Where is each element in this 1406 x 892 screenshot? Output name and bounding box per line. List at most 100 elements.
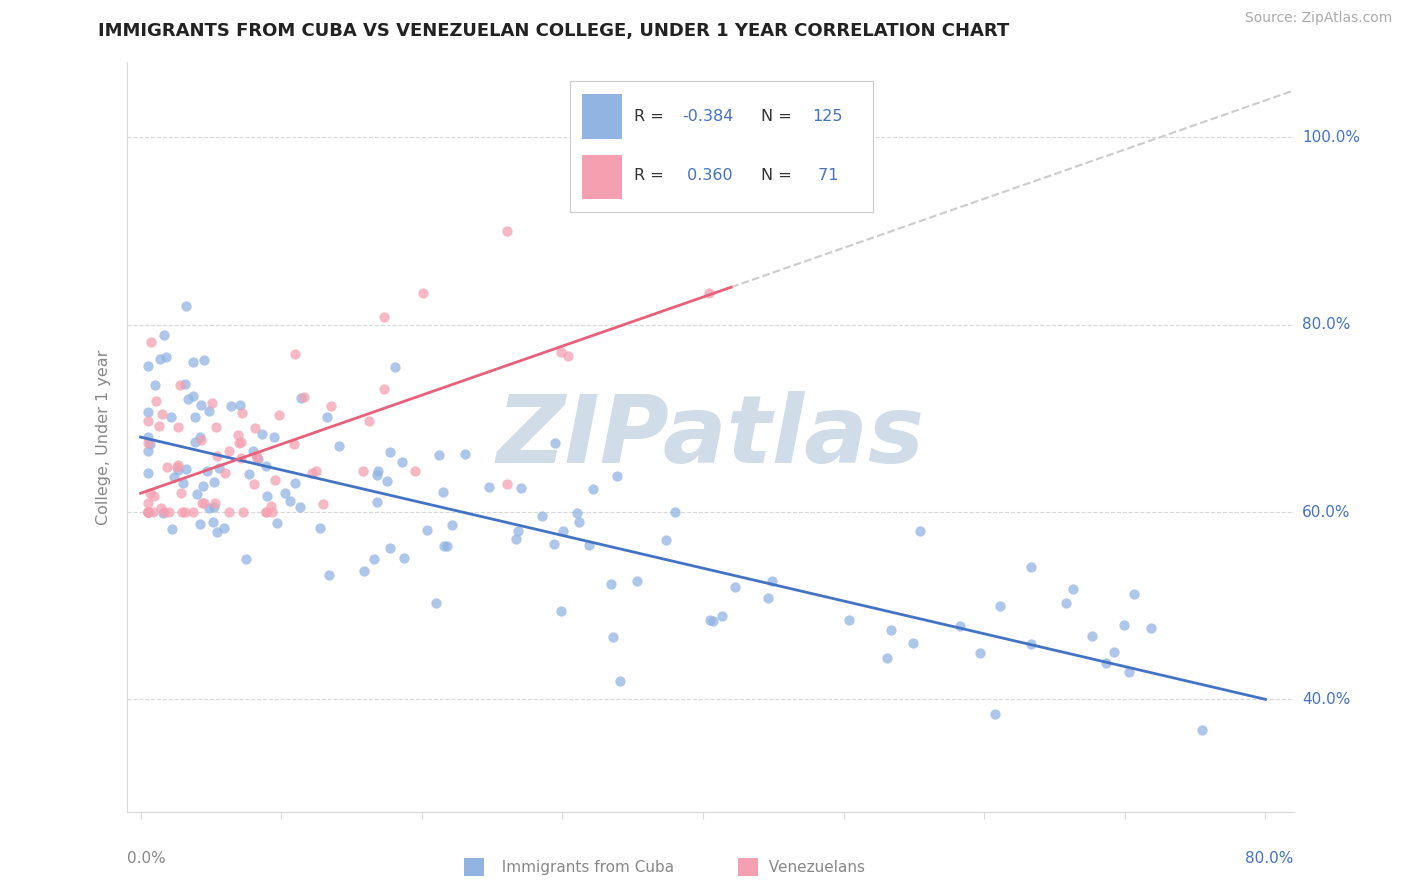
Point xyxy=(195,464,218,478)
Point xyxy=(191,479,214,493)
Point xyxy=(988,599,1011,614)
Point xyxy=(367,464,389,478)
Point xyxy=(214,520,236,534)
Point xyxy=(183,505,205,519)
Point xyxy=(136,505,159,519)
Point xyxy=(243,421,266,435)
Point xyxy=(188,516,211,531)
Text: IMMIGRANTS FROM CUBA VS VENEZUELAN COLLEGE, UNDER 1 YEAR CORRELATION CHART: IMMIGRANTS FROM CUBA VS VENEZUELAN COLLE… xyxy=(98,22,1010,40)
Point xyxy=(177,392,200,407)
Point xyxy=(697,285,720,300)
Point xyxy=(724,580,747,594)
Point xyxy=(312,497,335,511)
Point xyxy=(188,430,211,444)
Point xyxy=(201,395,224,409)
Point xyxy=(384,359,406,374)
Point xyxy=(557,349,579,363)
Point xyxy=(530,509,553,524)
Point xyxy=(440,518,463,533)
Point xyxy=(208,461,231,475)
Point xyxy=(136,505,159,519)
Point xyxy=(231,434,253,449)
Point xyxy=(901,636,924,650)
Point xyxy=(606,468,628,483)
Point xyxy=(1062,582,1084,597)
Point xyxy=(1054,596,1077,610)
Point xyxy=(243,477,266,491)
Point xyxy=(136,505,159,519)
Text: 80.0%: 80.0% xyxy=(1302,318,1350,332)
Point xyxy=(1104,645,1126,659)
Point xyxy=(145,394,167,409)
Point xyxy=(228,436,250,450)
Point xyxy=(204,496,226,510)
Point xyxy=(149,501,172,516)
Point xyxy=(136,435,159,450)
Point xyxy=(156,460,179,475)
Point xyxy=(363,552,385,566)
Point xyxy=(273,486,295,500)
Point xyxy=(1122,587,1144,601)
Text: ZIPatlas: ZIPatlas xyxy=(496,391,924,483)
Point xyxy=(263,430,285,444)
Point xyxy=(880,624,903,638)
Point xyxy=(1094,656,1116,670)
Point xyxy=(609,673,631,688)
Point xyxy=(505,533,527,547)
Point xyxy=(478,480,501,494)
Point xyxy=(254,505,277,519)
Point xyxy=(136,466,159,480)
Point xyxy=(366,495,388,509)
Point xyxy=(219,399,242,413)
Text: Source: ZipAtlas.com: Source: ZipAtlas.com xyxy=(1244,11,1392,25)
Point xyxy=(508,524,530,538)
Point xyxy=(353,565,375,579)
Point xyxy=(565,506,588,520)
Point xyxy=(174,462,197,476)
Point xyxy=(193,496,215,510)
Point xyxy=(139,485,162,500)
Point xyxy=(245,448,267,462)
Point xyxy=(136,415,159,429)
Point xyxy=(352,464,374,478)
Point xyxy=(375,474,398,488)
Point xyxy=(238,467,260,481)
Point xyxy=(969,646,991,660)
Point xyxy=(150,407,173,421)
Point xyxy=(155,350,177,364)
Point xyxy=(183,435,205,450)
Point xyxy=(910,524,932,538)
Point xyxy=(551,524,574,538)
Point xyxy=(984,706,1007,721)
Point xyxy=(198,501,221,516)
Point xyxy=(260,505,283,519)
Text: 60.0%: 60.0% xyxy=(1302,505,1350,519)
Point xyxy=(756,591,779,606)
Point xyxy=(416,523,439,537)
Point xyxy=(496,477,519,491)
Point xyxy=(231,406,253,420)
Point xyxy=(254,458,277,473)
Point xyxy=(170,485,193,500)
Point xyxy=(1081,629,1104,643)
Point xyxy=(392,551,415,566)
Point xyxy=(260,499,283,513)
Point xyxy=(136,505,159,519)
Point xyxy=(202,500,225,514)
Point xyxy=(167,458,190,472)
Point xyxy=(436,539,458,553)
Point xyxy=(214,466,236,480)
Point xyxy=(226,428,249,442)
Point xyxy=(316,409,339,424)
Point xyxy=(391,455,413,469)
Point xyxy=(600,577,623,591)
Point xyxy=(1114,618,1136,632)
Point xyxy=(568,515,591,529)
Point xyxy=(412,286,434,301)
Point xyxy=(578,538,600,552)
Point xyxy=(427,448,450,462)
Point xyxy=(136,496,159,510)
Point xyxy=(190,398,212,412)
Text: Venezuelans: Venezuelans xyxy=(759,860,865,874)
Point xyxy=(495,223,517,237)
